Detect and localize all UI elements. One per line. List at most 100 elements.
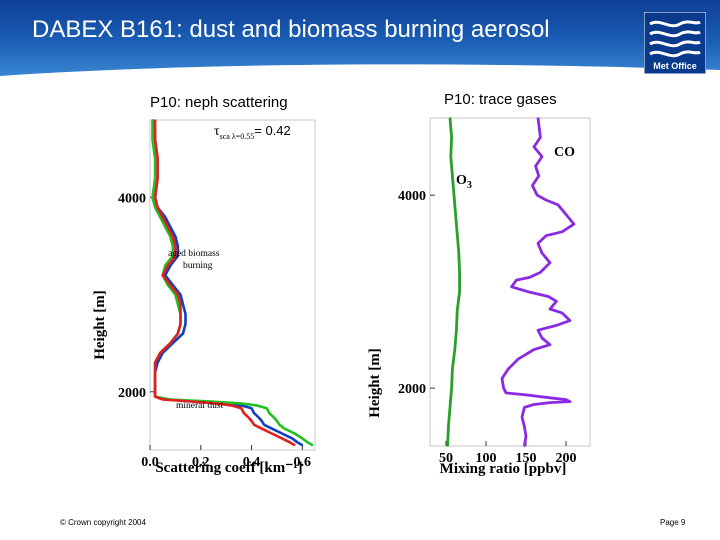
neph-series-point-0 bbox=[164, 274, 167, 277]
gases-series-point-1 bbox=[510, 285, 513, 288]
gases-series-point-1 bbox=[545, 199, 547, 201]
panel-title-gases: P10: trace gases bbox=[444, 91, 557, 108]
gases-series-point-1 bbox=[537, 329, 539, 332]
gases-plot-frame bbox=[429, 117, 591, 447]
gases-xtick-label: 50 bbox=[439, 451, 453, 466]
neph-series-point-2 bbox=[154, 390, 157, 393]
gases-series-point-0 bbox=[451, 367, 454, 370]
neph-series-point-2 bbox=[174, 245, 177, 248]
neph-series-point-2 bbox=[156, 177, 159, 180]
neph-series-point-1 bbox=[166, 284, 169, 286]
neph-series-point-2 bbox=[189, 400, 192, 403]
neph-series-point-0 bbox=[182, 332, 184, 335]
gases-series-point-1 bbox=[523, 445, 526, 447]
neph-series-point-0 bbox=[169, 264, 172, 267]
gases-series-point-1 bbox=[537, 242, 539, 245]
neph-series-point-0 bbox=[177, 255, 179, 257]
neph-series-point-2 bbox=[260, 427, 263, 430]
tau-annotation: τsca λ=0.55= 0.42 bbox=[214, 123, 291, 141]
gases-series-point-1 bbox=[561, 312, 563, 314]
neph-series-point-1 bbox=[159, 216, 162, 218]
neph-series-point-1 bbox=[240, 402, 243, 405]
gases-series-point-1 bbox=[525, 435, 527, 438]
slide-header bbox=[0, 0, 720, 76]
neph-series-point-0 bbox=[250, 407, 253, 410]
neph-series-point-1 bbox=[273, 417, 276, 419]
gases-series-point-1 bbox=[569, 319, 571, 322]
neph-series-point-1 bbox=[301, 437, 304, 440]
gases-series-point-1 bbox=[525, 394, 527, 396]
gases-series-point-1 bbox=[545, 234, 547, 237]
neph-series-point-1 bbox=[255, 404, 258, 407]
neph-series-point-2 bbox=[154, 138, 157, 141]
gases-series-point-1 bbox=[557, 203, 559, 206]
gases-series-point-0 bbox=[455, 329, 458, 332]
gases-xtick-label: 200 bbox=[556, 451, 577, 466]
neph-series-point-0 bbox=[260, 420, 263, 422]
gases-series-point-0 bbox=[456, 310, 459, 312]
gases-series-point-1 bbox=[555, 324, 558, 327]
neph-series-point-2 bbox=[250, 420, 253, 422]
tau-subscript: sca λ=0.55 bbox=[220, 132, 255, 141]
neph-series-point-1 bbox=[164, 225, 167, 228]
gases-ytick-label: 2000 bbox=[398, 382, 426, 397]
neph-series-point-2 bbox=[293, 444, 296, 446]
gases-series-point-1 bbox=[565, 213, 567, 216]
neph-series-point-1 bbox=[151, 119, 154, 121]
neph-xtick-label: 0.0 bbox=[141, 455, 159, 470]
neph-series-point-1 bbox=[169, 235, 172, 238]
neph-series-point-2 bbox=[177, 332, 179, 335]
neph-series-point-1 bbox=[164, 264, 167, 267]
gases-series-point-1 bbox=[502, 387, 505, 389]
neph-series-point-2 bbox=[154, 381, 157, 383]
gases-series-point-1 bbox=[521, 416, 523, 418]
neph-series-point-2 bbox=[156, 157, 159, 160]
met-office-logo bbox=[644, 12, 706, 74]
gases-ytick-label: 4000 bbox=[398, 189, 426, 204]
gases-series-point-0 bbox=[453, 194, 455, 197]
neph-series-point-0 bbox=[156, 361, 159, 364]
trace-gases-chart: 50 100 150 200 2000 4000 Height [m] Mixing ra… bbox=[367, 117, 591, 477]
neph-series-point-1 bbox=[283, 427, 286, 430]
neph-series-point-1 bbox=[151, 196, 154, 199]
gases-series-point-1 bbox=[531, 184, 534, 187]
gases-series-point-0 bbox=[449, 155, 452, 158]
gases-series-point-1 bbox=[565, 398, 567, 401]
gases-series-point-1 bbox=[541, 155, 543, 158]
gases-xtick-label: 150 bbox=[516, 451, 537, 466]
neph-series-point-0 bbox=[258, 417, 261, 419]
gases-series-point-1 bbox=[549, 396, 551, 399]
neph-series-point-1 bbox=[293, 432, 296, 435]
neph-series-point-0 bbox=[169, 225, 172, 228]
neph-series-point-2 bbox=[159, 352, 162, 354]
neph-series-line-1 bbox=[151, 120, 314, 447]
neph-series-point-2 bbox=[154, 196, 157, 199]
neph-xtick-label: 0.2 bbox=[192, 455, 210, 470]
gases-series-point-0 bbox=[458, 290, 461, 293]
gases-series-point-1 bbox=[561, 230, 563, 233]
neph-series-point-0 bbox=[182, 303, 184, 306]
gases-series-point-0 bbox=[449, 406, 451, 409]
logo-text: Met Office bbox=[653, 61, 697, 71]
gases-series-point-0 bbox=[446, 445, 449, 447]
gases-series-line-1 bbox=[500, 117, 576, 447]
neph-plot-frame bbox=[149, 119, 316, 451]
neph-ytick-label: 2000 bbox=[118, 386, 146, 401]
gases-ylabel: Height [m] bbox=[367, 348, 383, 418]
gases-xtick-label: 100 bbox=[476, 451, 497, 466]
neph-series-point-2 bbox=[161, 398, 164, 401]
neph-series-point-0 bbox=[296, 441, 299, 444]
gases-series-point-1 bbox=[549, 308, 551, 310]
neph-series-point-2 bbox=[240, 407, 243, 410]
neph-series-point-2 bbox=[166, 264, 169, 267]
gases-series-point-1 bbox=[523, 406, 526, 409]
gases-series-point-1 bbox=[569, 400, 571, 403]
neph-series-point-2 bbox=[179, 313, 182, 315]
gases-series-point-0 bbox=[450, 387, 453, 389]
neph-series-point-2 bbox=[253, 423, 256, 426]
neph-series-point-2 bbox=[270, 432, 273, 435]
gases-series-point-1 bbox=[537, 117, 539, 119]
gases-series-point-1 bbox=[555, 300, 558, 303]
gases-series-point-1 bbox=[537, 175, 540, 177]
neph-series-point-0 bbox=[177, 245, 179, 248]
